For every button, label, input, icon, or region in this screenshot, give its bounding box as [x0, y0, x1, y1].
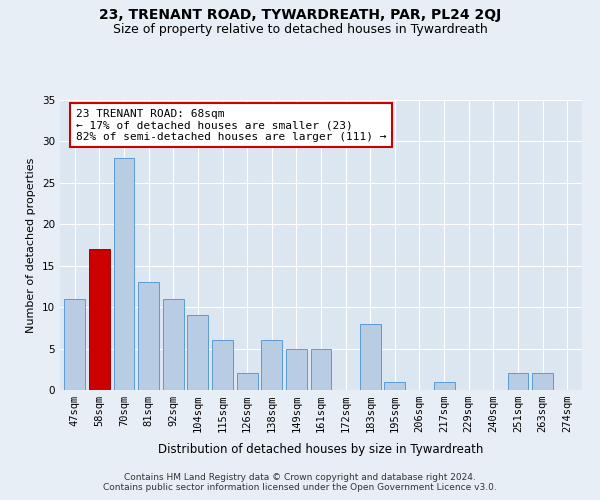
Bar	[360, 324, 381, 390]
Text: 23, TRENANT ROAD, TYWARDREATH, PAR, PL24 2QJ: 23, TRENANT ROAD, TYWARDREATH, PAR, PL24…	[99, 8, 501, 22]
Bar	[261, 340, 282, 390]
Bar	[89, 249, 110, 390]
Bar	[236, 374, 257, 390]
Bar	[113, 158, 134, 390]
Text: Contains HM Land Registry data © Crown copyright and database right 2024.
Contai: Contains HM Land Registry data © Crown c…	[103, 473, 497, 492]
Bar	[163, 299, 184, 390]
Bar	[311, 348, 331, 390]
Bar	[508, 374, 529, 390]
Y-axis label: Number of detached properties: Number of detached properties	[26, 158, 37, 332]
Text: 23 TRENANT ROAD: 68sqm
← 17% of detached houses are smaller (23)
82% of semi-det: 23 TRENANT ROAD: 68sqm ← 17% of detached…	[76, 108, 386, 142]
Text: Distribution of detached houses by size in Tywardreath: Distribution of detached houses by size …	[158, 442, 484, 456]
Bar	[286, 348, 307, 390]
Bar	[212, 340, 233, 390]
Bar	[64, 299, 85, 390]
Bar	[187, 316, 208, 390]
Bar	[434, 382, 455, 390]
Text: Size of property relative to detached houses in Tywardreath: Size of property relative to detached ho…	[113, 22, 487, 36]
Bar	[138, 282, 159, 390]
Bar	[385, 382, 406, 390]
Bar	[532, 374, 553, 390]
